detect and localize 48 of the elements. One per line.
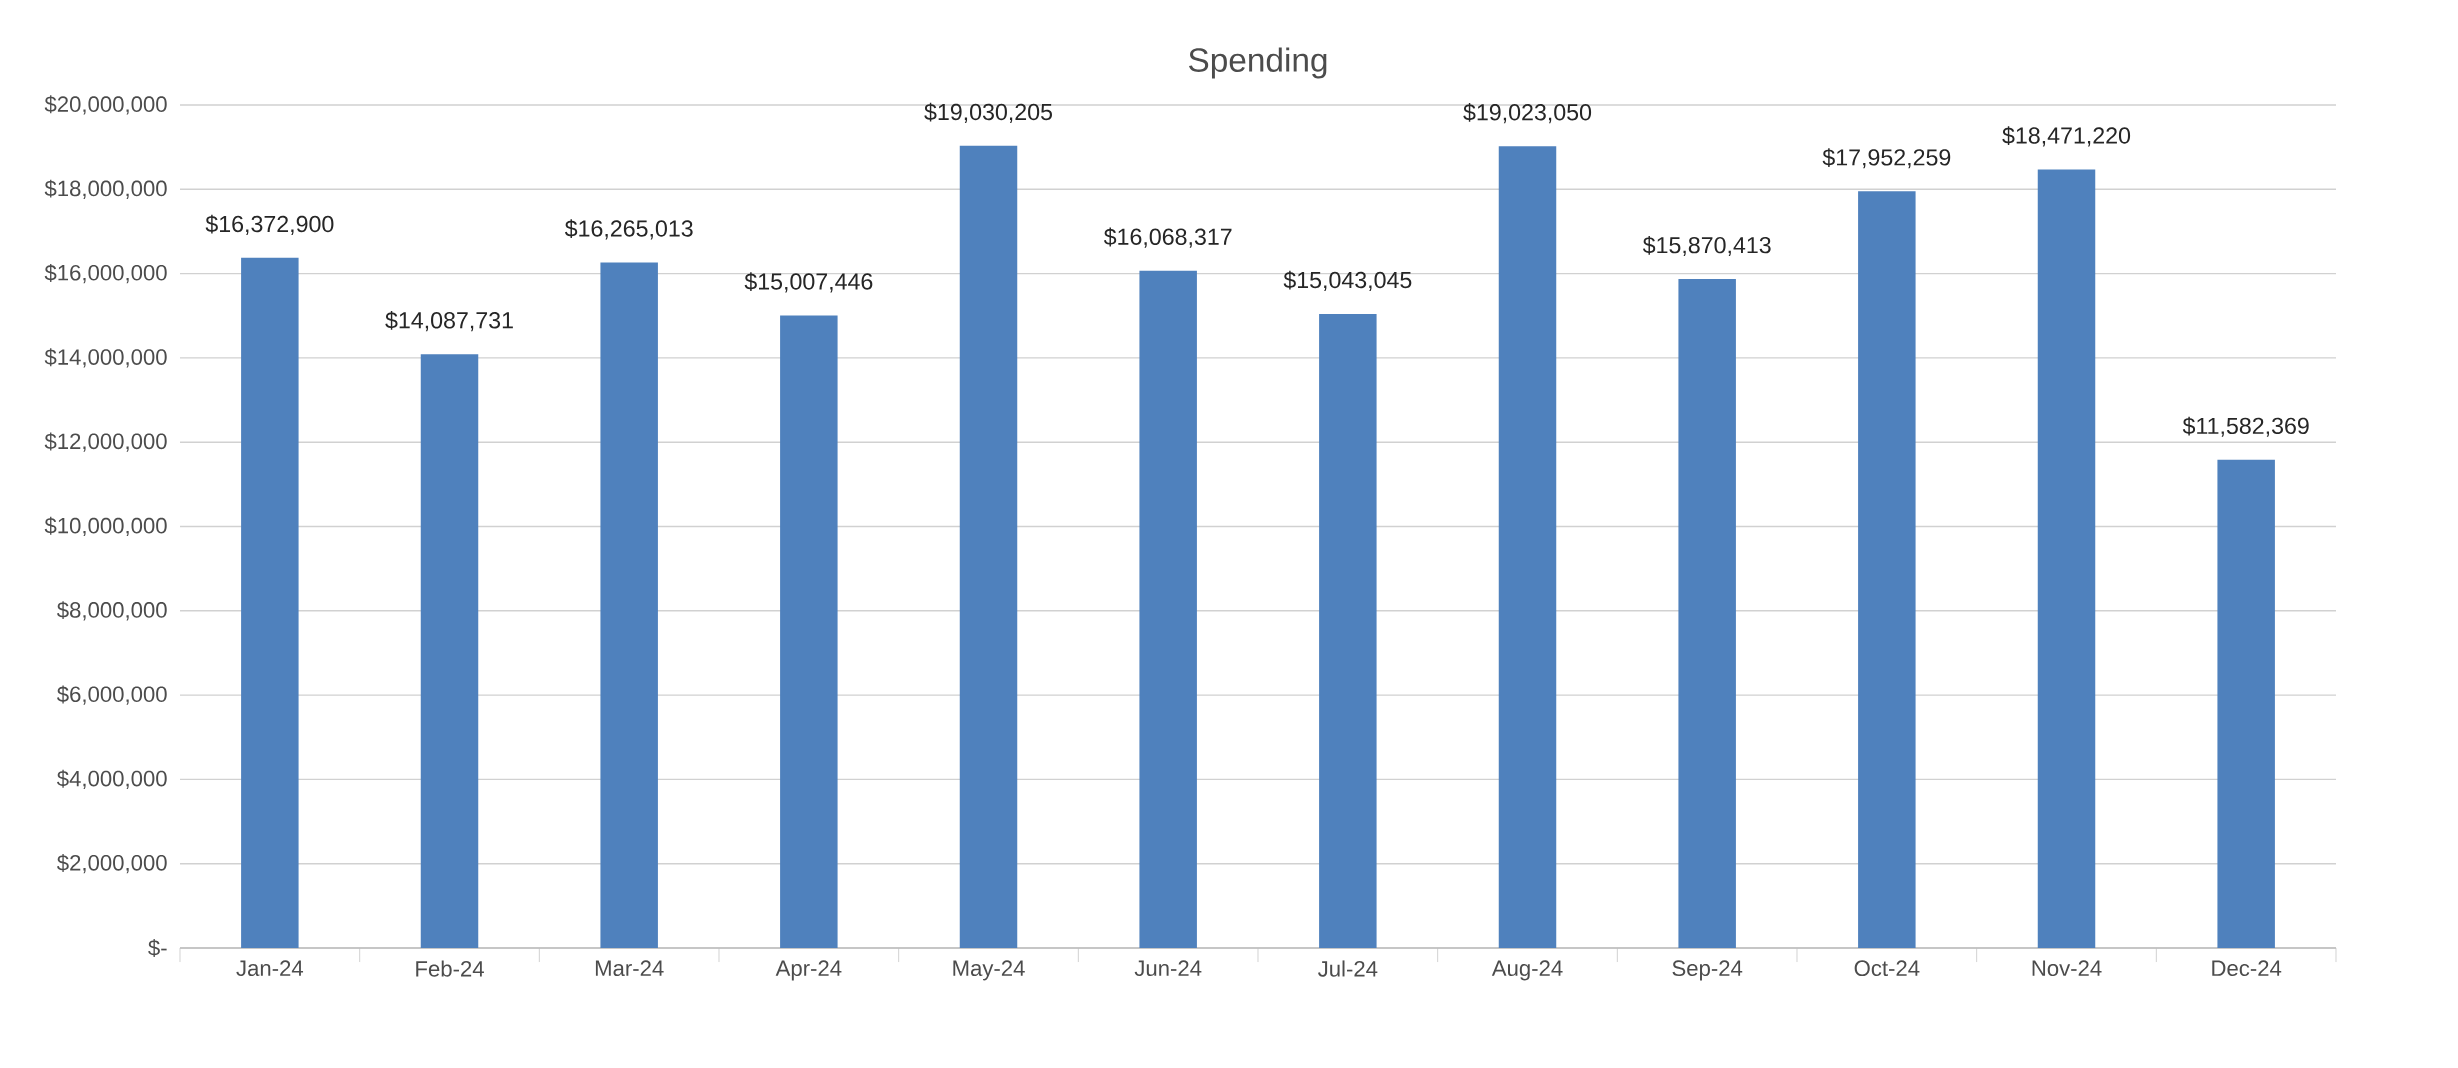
y-tick-label: $8,000,000: [57, 601, 167, 621]
y-tick-label: $10,000,000: [44, 516, 167, 537]
y-tick-label: $14,000,000: [44, 348, 167, 368]
data-label: $17,952,259: [1822, 148, 1951, 169]
y-tick-label: $6,000,000: [57, 685, 167, 705]
bar: [600, 262, 658, 948]
x-tick-label: Nov-24: [2032, 960, 2102, 977]
data-label: $18,471,220: [2002, 126, 2131, 147]
y-tick-label: $2,000,000: [57, 854, 167, 874]
y-tick-label: $20,000,000: [44, 95, 167, 115]
bar: [420, 354, 479, 948]
x-tick-label: Oct-24: [1854, 960, 1920, 977]
x-tick-label: Jun-24: [1134, 960, 1202, 977]
data-label: $15,870,413: [1642, 235, 1771, 257]
y-tick-label: $16,000,000: [44, 263, 167, 284]
chart-title: Spending: [1189, 47, 1327, 79]
data-label: $16,068,317: [1103, 227, 1232, 248]
data-label: $15,007,446: [744, 272, 873, 293]
y-tick-label: $4,000,000: [57, 769, 167, 789]
data-label: $16,265,013: [564, 219, 693, 240]
x-tick-label: May-24: [953, 960, 1025, 981]
bar: [1678, 279, 1736, 948]
data-label: $19,023,050: [1463, 103, 1592, 124]
data-label: $15,043,045: [1283, 270, 1412, 291]
bar: [780, 315, 838, 948]
data-label: $14,087,731: [385, 311, 513, 332]
x-tick-label: Mar-24: [595, 960, 664, 977]
data-label: $11,582,369: [2182, 416, 2309, 437]
x-tick-label: Aug-24: [1491, 960, 1563, 981]
x-tick-label: Dec-24: [2212, 960, 2282, 977]
y-tick-label: $12,000,000: [44, 432, 167, 452]
bar: [2037, 169, 2096, 948]
bar: [2217, 459, 2275, 948]
bar: [1498, 146, 1557, 948]
x-tick-label: Apr-24: [775, 960, 842, 981]
x-tick-label: Jul-24: [1318, 960, 1378, 977]
bar: [1139, 270, 1197, 948]
bar: [1858, 191, 1916, 948]
y-tick-label: $18,000,000: [44, 179, 167, 199]
data-label: $19,030,205: [924, 102, 1052, 123]
bar: [1319, 313, 1377, 948]
bar: [959, 145, 1018, 948]
data-label: $16,372,900: [205, 214, 334, 235]
bar: [241, 257, 299, 948]
x-tick-label: Sep-24: [1672, 960, 1743, 981]
x-tick-label: Feb-24: [416, 960, 484, 977]
y-tick-label: $-: [148, 938, 167, 957]
x-tick-label: Jan-24: [236, 960, 304, 977]
